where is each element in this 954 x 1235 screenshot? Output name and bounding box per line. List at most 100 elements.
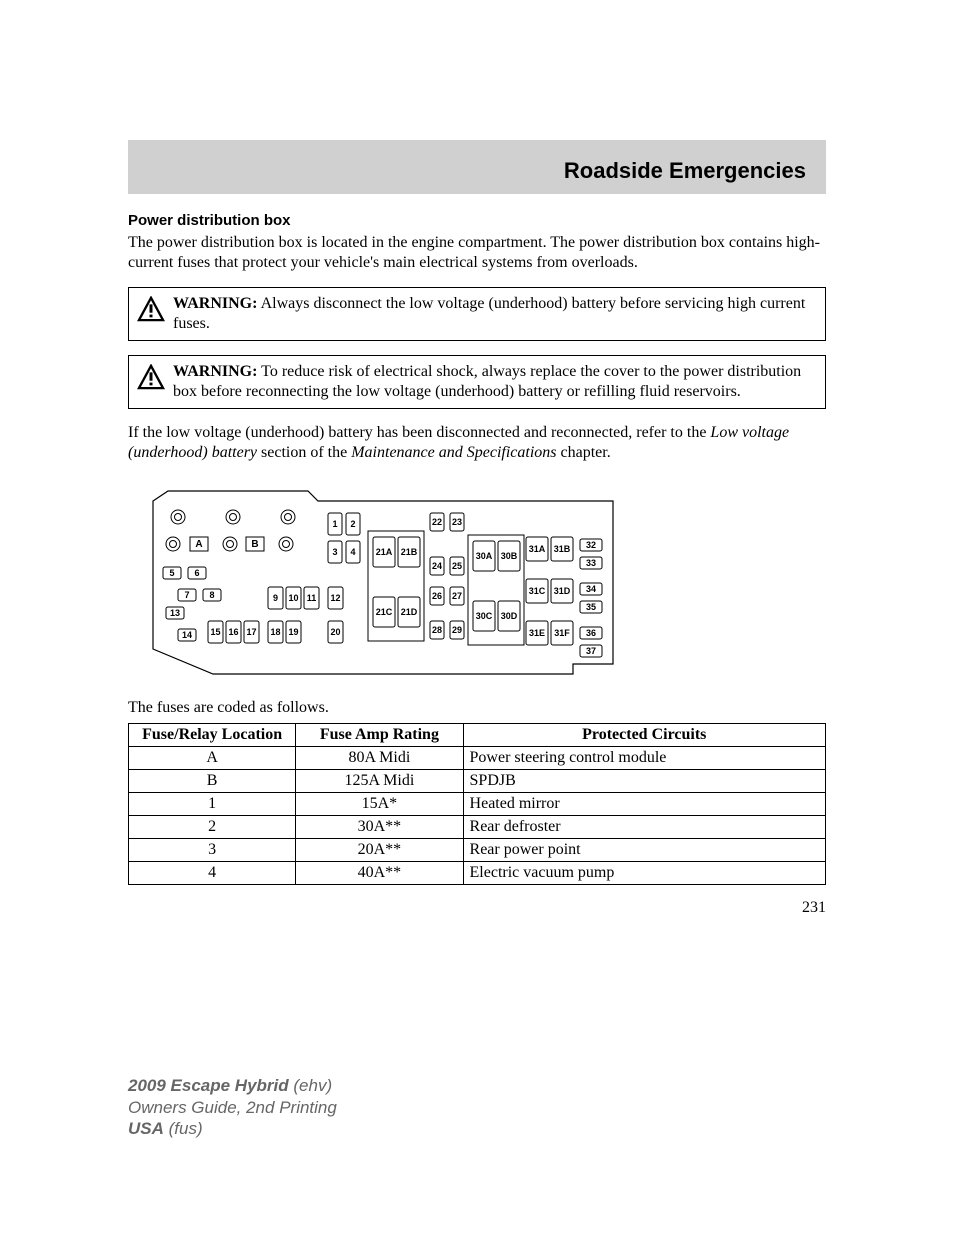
svg-text:29: 29	[452, 625, 462, 635]
table-row: 230A**Rear defroster	[129, 816, 826, 839]
cell-location: A	[129, 747, 296, 770]
cell-circuits: Rear defroster	[463, 816, 825, 839]
th-rating: Fuse Amp Rating	[296, 724, 463, 747]
cell-rating: 30A**	[296, 816, 463, 839]
fuse-box-diagram: AB56781314123421A21B21C21D22232425262728…	[128, 479, 826, 679]
cell-rating: 40A**	[296, 862, 463, 885]
cell-circuits: SPDJB	[463, 770, 825, 793]
reference-paragraph: If the low voltage (underhood) battery h…	[128, 423, 826, 463]
ref-mid: section of the	[257, 444, 351, 461]
cell-circuits: Heated mirror	[463, 793, 825, 816]
svg-text:4: 4	[350, 547, 355, 557]
table-row: 115A*Heated mirror	[129, 793, 826, 816]
svg-text:28: 28	[432, 625, 442, 635]
cell-rating: 20A**	[296, 839, 463, 862]
svg-text:31B: 31B	[554, 544, 571, 554]
th-location: Fuse/Relay Location	[129, 724, 296, 747]
svg-text:13: 13	[170, 608, 180, 618]
warning-body-1: Always disconnect the low voltage (under…	[173, 295, 805, 332]
warning-box-1: WARNING: Always disconnect the low volta…	[128, 287, 826, 341]
table-row: 320A**Rear power point	[129, 839, 826, 862]
th-circuits: Protected Circuits	[463, 724, 825, 747]
fuse-table: Fuse/Relay Location Fuse Amp Rating Prot…	[128, 723, 826, 885]
ref-post: chapter.	[557, 444, 611, 461]
svg-text:14: 14	[182, 630, 192, 640]
svg-text:10: 10	[288, 593, 298, 603]
chapter-title-bar: Roadside Emergencies	[128, 140, 826, 194]
cell-location: 1	[129, 793, 296, 816]
svg-text:20: 20	[330, 627, 340, 637]
svg-text:9: 9	[273, 593, 278, 603]
footer-line-2: Owners Guide, 2nd Printing	[128, 1097, 337, 1118]
cell-circuits: Power steering control module	[463, 747, 825, 770]
cell-circuits: Rear power point	[463, 839, 825, 862]
svg-text:33: 33	[586, 558, 596, 568]
svg-text:2: 2	[350, 519, 355, 529]
svg-text:21D: 21D	[401, 607, 418, 617]
table-intro: The fuses are coded as follows.	[128, 699, 826, 717]
warning-triangle-icon	[137, 296, 165, 322]
manual-page: Roadside Emergencies Power distribution …	[0, 0, 954, 917]
svg-text:3: 3	[332, 547, 337, 557]
table-header-row: Fuse/Relay Location Fuse Amp Rating Prot…	[129, 724, 826, 747]
svg-text:30B: 30B	[501, 551, 518, 561]
page-number: 231	[128, 899, 826, 917]
cell-rating: 15A*	[296, 793, 463, 816]
warning-text-2: WARNING: To reduce risk of electrical sh…	[173, 362, 817, 402]
svg-text:26: 26	[432, 591, 442, 601]
svg-text:21B: 21B	[401, 547, 418, 557]
svg-text:6: 6	[194, 568, 199, 578]
svg-text:5: 5	[169, 568, 174, 578]
cell-circuits: Electric vacuum pump	[463, 862, 825, 885]
svg-text:22: 22	[432, 517, 442, 527]
svg-text:12: 12	[330, 593, 340, 603]
warning-label-2: WARNING:	[173, 363, 257, 380]
svg-text:21A: 21A	[376, 547, 393, 557]
cell-location: B	[129, 770, 296, 793]
section-intro: The power distribution box is located in…	[128, 233, 826, 273]
ref-pre: If the low voltage (underhood) battery h…	[128, 424, 710, 441]
table-row: B125A MidiSPDJB	[129, 770, 826, 793]
svg-text:23: 23	[452, 517, 462, 527]
ref-em2: Maintenance and Specifications	[351, 444, 556, 461]
cell-location: 4	[129, 862, 296, 885]
svg-text:18: 18	[270, 627, 280, 637]
svg-text:7: 7	[184, 590, 189, 600]
warning-body-2: To reduce risk of electrical shock, alwa…	[173, 363, 801, 400]
page-footer: 2009 Escape Hybrid (ehv) Owners Guide, 2…	[128, 1075, 337, 1139]
svg-text:30C: 30C	[476, 611, 493, 621]
svg-text:31D: 31D	[554, 586, 571, 596]
svg-text:8: 8	[209, 590, 214, 600]
footer-line-1: 2009 Escape Hybrid (ehv)	[128, 1075, 337, 1096]
svg-text:16: 16	[228, 627, 238, 637]
svg-text:21C: 21C	[376, 607, 393, 617]
svg-text:15: 15	[210, 627, 220, 637]
table-row: A80A MidiPower steering control module	[129, 747, 826, 770]
section-heading: Power distribution box	[128, 212, 826, 229]
svg-text:37: 37	[586, 646, 596, 656]
warning-text-1: WARNING: Always disconnect the low volta…	[173, 294, 817, 334]
svg-text:30A: 30A	[476, 551, 493, 561]
svg-text:24: 24	[432, 561, 442, 571]
svg-text:31E: 31E	[529, 628, 545, 638]
svg-text:1: 1	[332, 519, 337, 529]
warning-box-2: WARNING: To reduce risk of electrical sh…	[128, 355, 826, 409]
svg-text:11: 11	[307, 593, 317, 603]
svg-text:30D: 30D	[501, 611, 518, 621]
warning-label-1: WARNING:	[173, 295, 257, 312]
svg-text:35: 35	[586, 602, 596, 612]
cell-location: 3	[129, 839, 296, 862]
svg-text:31F: 31F	[554, 628, 570, 638]
footer-line-3: USA (fus)	[128, 1118, 337, 1139]
chapter-title: Roadside Emergencies	[148, 158, 806, 184]
svg-text:17: 17	[246, 627, 256, 637]
svg-text:31A: 31A	[529, 544, 546, 554]
svg-text:36: 36	[586, 628, 596, 638]
svg-text:32: 32	[586, 540, 596, 550]
table-row: 440A**Electric vacuum pump	[129, 862, 826, 885]
svg-text:34: 34	[586, 584, 596, 594]
svg-text:19: 19	[288, 627, 298, 637]
cell-location: 2	[129, 816, 296, 839]
warning-triangle-icon	[137, 364, 165, 390]
cell-rating: 125A Midi	[296, 770, 463, 793]
